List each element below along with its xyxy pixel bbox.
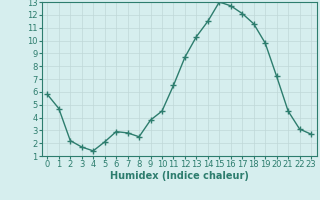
X-axis label: Humidex (Indice chaleur): Humidex (Indice chaleur) xyxy=(110,171,249,181)
